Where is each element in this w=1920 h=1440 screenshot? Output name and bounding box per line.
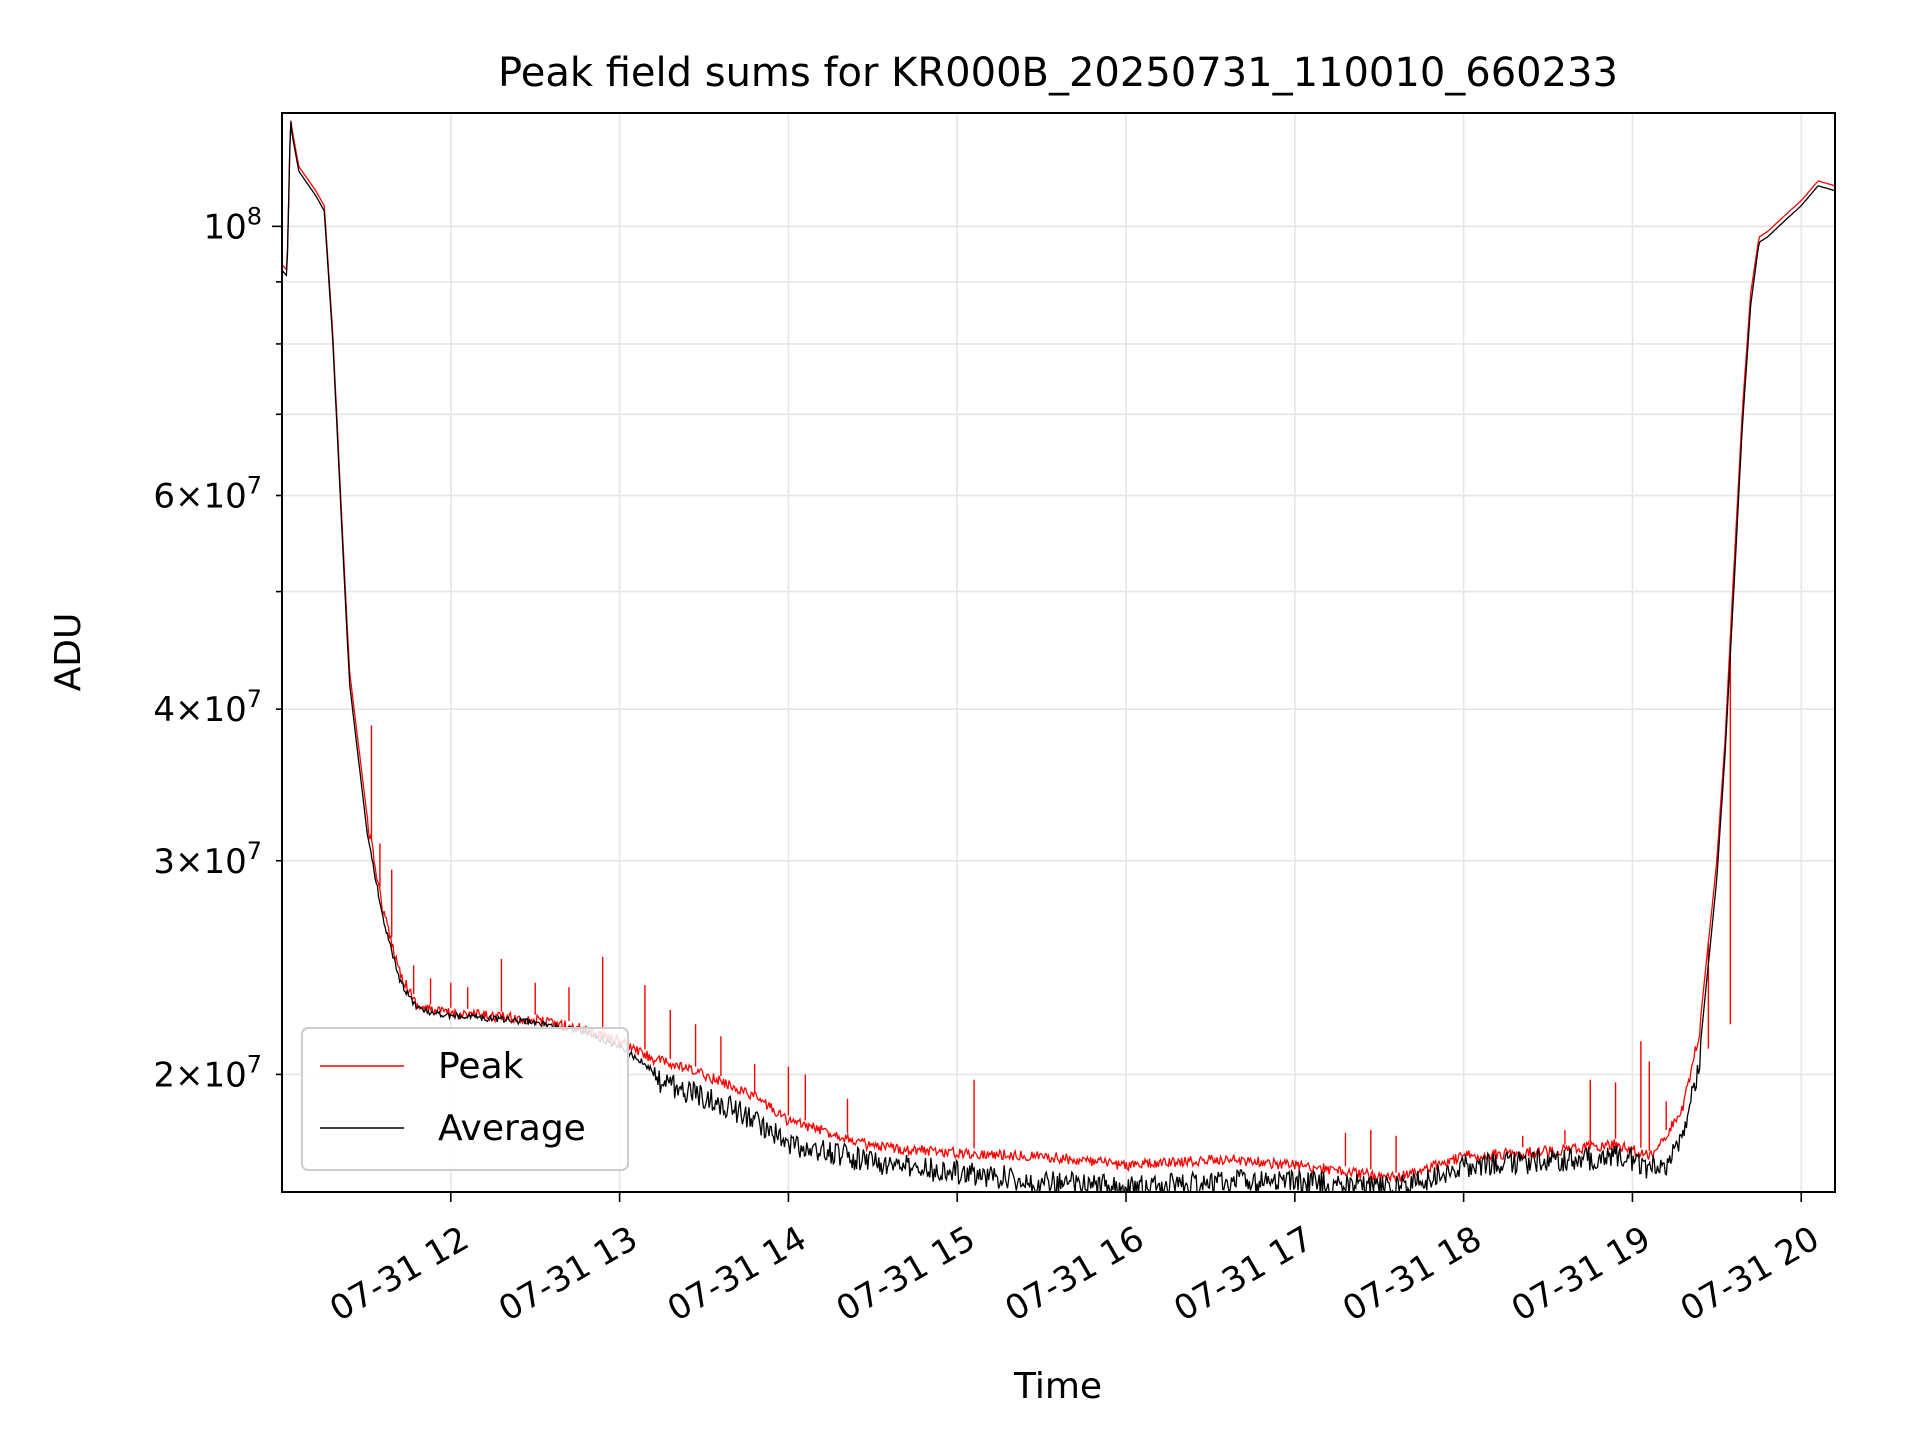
legend-label-peak: Peak	[438, 1046, 524, 1087]
x-axis-label: Time	[1013, 1366, 1102, 1407]
series-line-average	[282, 121, 1835, 1192]
y-tick-label: 2×107	[153, 1050, 262, 1095]
grid-lines	[282, 113, 1835, 1192]
y-tick-label: 3×107	[153, 837, 262, 882]
chart-title: Peak field sums for KR000B_20250731_1100…	[498, 50, 1618, 96]
legend-box	[301, 1027, 629, 1171]
y-tick-label: 4×107	[153, 685, 262, 730]
y-tick-label: 108	[203, 202, 262, 247]
axes-frame	[281, 112, 1836, 1193]
y-axis-label: ADU	[48, 613, 89, 692]
series-line-peak	[282, 120, 1835, 1184]
legend: Peak Average	[301, 1027, 629, 1171]
plot-lines	[282, 120, 1835, 1192]
y-tick-label: 6×107	[153, 472, 262, 517]
legend-label-average: Average	[438, 1108, 586, 1149]
